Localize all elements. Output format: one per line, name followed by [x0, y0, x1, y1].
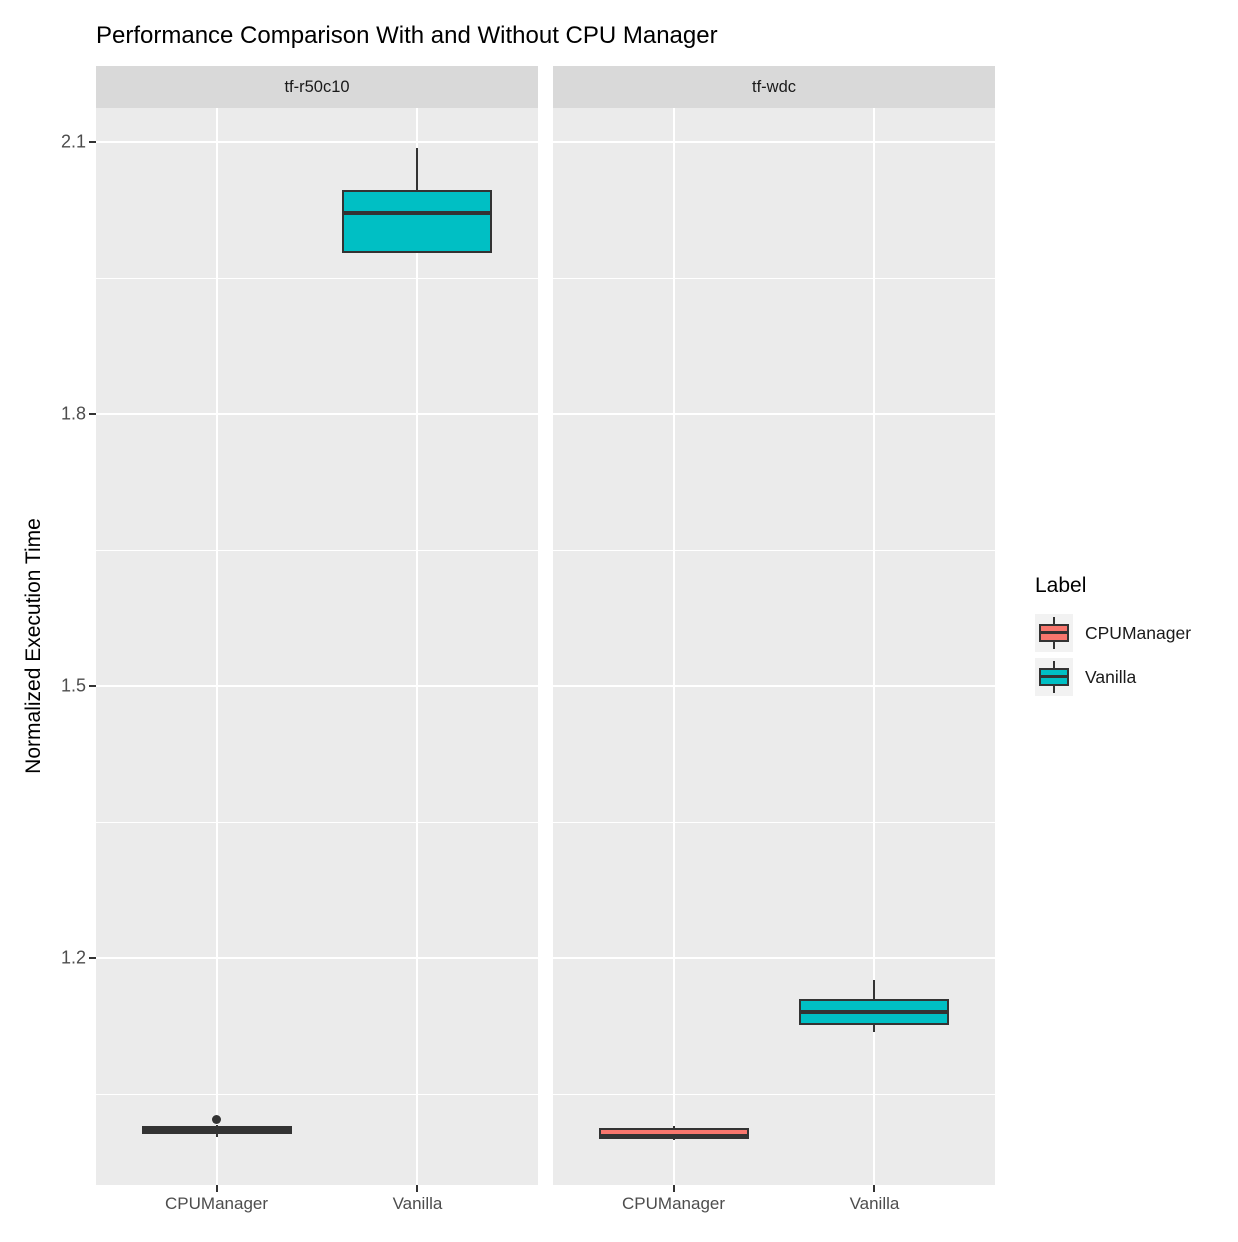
outlier-point: [212, 1114, 222, 1124]
x-tick-mark: [416, 1185, 419, 1192]
gridline-major-horizontal: [96, 957, 538, 959]
gridline-major-vertical: [215, 108, 218, 1185]
gridline-minor-horizontal: [553, 550, 995, 551]
legend-key-boxplot-glyph: [1035, 614, 1073, 652]
gridline-minor-horizontal: [553, 822, 995, 823]
facet-strip-tf-wdc: tf-wdc: [553, 66, 995, 108]
boxplot-box-vanilla: [342, 190, 493, 253]
legend-label: CPUManager: [1085, 622, 1192, 643]
boxplot-median-line: [801, 1010, 948, 1015]
gridline-major-vertical: [416, 108, 419, 1185]
gridline-major-horizontal: [553, 413, 995, 415]
gridline-major-horizontal: [96, 413, 538, 415]
gridline-major-vertical: [873, 108, 876, 1185]
y-tick-mark: [89, 685, 96, 687]
boxplot-median-line: [344, 210, 491, 215]
facet-strip-tf-r50c10: tf-r50c10: [96, 66, 538, 108]
gridline-major-horizontal: [553, 685, 995, 687]
y-tick-label: 2.1: [60, 131, 86, 152]
gridline-major-horizontal: [553, 141, 995, 143]
gridline-minor-horizontal: [553, 1094, 995, 1095]
y-tick-mark: [89, 141, 96, 143]
boxplot-whisker-upper: [416, 148, 419, 191]
legend-title: Label: [1035, 574, 1087, 597]
chart-title: Performance Comparison With and Without …: [96, 22, 718, 49]
facet-strip-label: tf-wdc: [751, 77, 796, 96]
legend-label: Vanilla: [1085, 666, 1137, 687]
boxplot-whisker-lower: [873, 1025, 876, 1033]
x-tick-label: CPUManager: [165, 1194, 269, 1213]
gridline-major-horizontal: [96, 685, 538, 687]
y-axis-title: Normalized Execution Time: [22, 518, 45, 774]
legend-entry-cpumanager: CPUManager: [1035, 614, 1191, 652]
y-tick-label: 1.5: [60, 675, 86, 696]
gridline-minor-horizontal: [96, 550, 538, 551]
gridline-major-horizontal: [96, 141, 538, 143]
boxplot-whisker-upper: [672, 1125, 675, 1128]
boxplot-median-line: [143, 1128, 290, 1133]
x-tick-mark: [215, 1185, 218, 1192]
x-tick-label: Vanilla: [392, 1194, 443, 1213]
gridline-minor-horizontal: [96, 822, 538, 823]
y-tick-label: 1.2: [60, 947, 86, 968]
facet-panel-tf-wdc: [553, 108, 995, 1185]
gridline-major-horizontal: [553, 957, 995, 959]
legend-glyph-median: [1041, 631, 1067, 634]
gridline-minor-horizontal: [96, 1094, 538, 1095]
legend-key-boxplot-glyph: [1035, 658, 1073, 696]
gridline-minor-horizontal: [553, 278, 995, 279]
y-tick-mark: [89, 413, 96, 415]
x-tick-mark: [672, 1185, 675, 1192]
legend-glyph-median: [1041, 675, 1067, 678]
x-tick-label: Vanilla: [849, 1194, 900, 1213]
boxplot-box-cpumanager: [598, 1127, 749, 1140]
boxplot-median-line: [600, 1133, 747, 1138]
x-tick-mark: [873, 1185, 876, 1192]
facet-panel-tf-r50c10: [96, 108, 538, 1185]
y-tick-mark: [89, 957, 96, 959]
legend-entry-vanilla: Vanilla: [1035, 658, 1191, 696]
boxplot-whisker-upper: [873, 979, 876, 999]
x-tick-label: CPUManager: [622, 1194, 726, 1213]
y-tick-label: 1.8: [60, 403, 86, 424]
gridline-minor-horizontal: [96, 278, 538, 279]
boxplot-whisker-lower: [672, 1139, 675, 1141]
legend: Label CPUManager Vanilla: [1035, 574, 1191, 702]
boxplot-whisker-upper: [215, 1124, 218, 1126]
boxplot-whisker-lower: [215, 1133, 218, 1137]
facet-strip-label: tf-r50c10: [284, 77, 350, 96]
gridline-major-vertical: [672, 108, 675, 1185]
